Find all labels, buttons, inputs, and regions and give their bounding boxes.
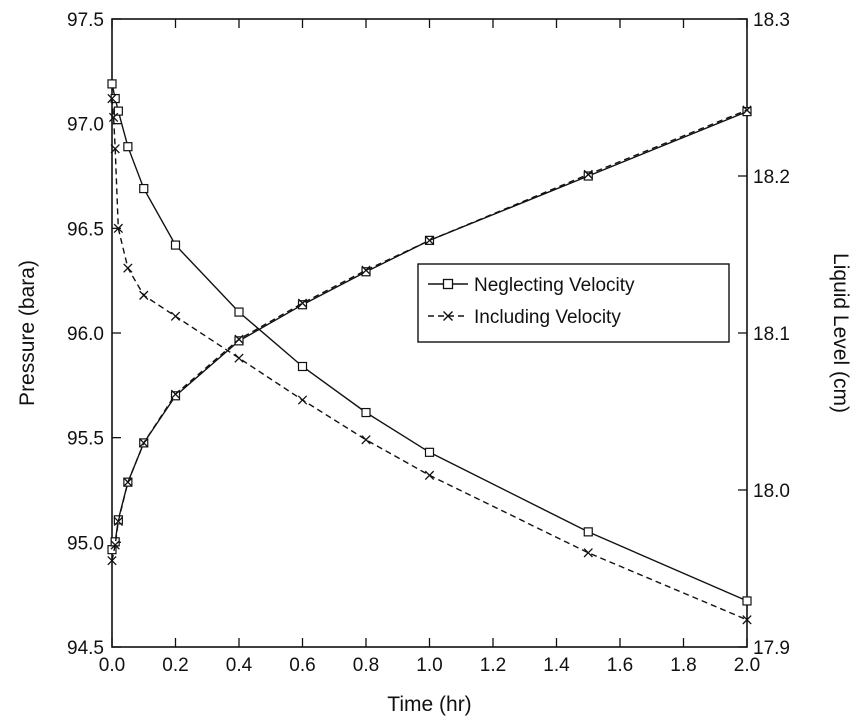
x-tick-label: 1.8	[670, 655, 696, 676]
data-point-x	[583, 548, 593, 558]
data-point-x	[424, 470, 435, 481]
data-point-square	[234, 336, 244, 346]
data-point-square	[297, 361, 308, 372]
y-left-tick-label: 97.5	[67, 10, 104, 31]
data-point-x	[107, 555, 117, 566]
y-left-tick-label: 97.0	[67, 115, 104, 136]
data-point-x	[361, 435, 371, 445]
data-point-square	[424, 447, 435, 457]
x-tick-label: 1.4	[543, 655, 570, 676]
y-left-tick-label: 96.0	[67, 324, 104, 345]
y-left-tick-label: 95.0	[67, 533, 104, 554]
data-point-square	[583, 527, 593, 537]
data-point-x	[234, 353, 244, 363]
y-right-tick-label: 18.3	[753, 10, 790, 31]
y-right-tick-label: 18.1	[753, 324, 790, 345]
data-point-square	[742, 596, 752, 606]
data-point-square	[123, 142, 133, 152]
series-layer	[107, 79, 752, 625]
data-point-x	[170, 389, 181, 399]
x-tick-label: 0.8	[353, 655, 379, 676]
y-left-tick-label: 96.5	[67, 219, 104, 240]
data-point-square	[742, 107, 752, 117]
data-point-x	[113, 516, 124, 527]
x-tick-label: 0.4	[226, 655, 253, 676]
series-line-3	[111, 109, 748, 561]
series-line-1	[111, 98, 748, 621]
data-point-x	[297, 395, 308, 405]
y-axis-title-left: Pressure (bara)	[16, 260, 39, 406]
data-point-square	[234, 307, 244, 317]
data-point-x	[123, 263, 133, 273]
legend: Neglecting Velocity Including Velocity	[417, 263, 730, 343]
x-tick-label: 2.0	[734, 655, 760, 676]
legend-marker-square	[442, 278, 454, 290]
x-tick-label: 1.2	[480, 655, 506, 676]
data-point-x	[123, 477, 133, 487]
x-tick-label: 1.0	[416, 655, 442, 676]
data-point-square	[583, 171, 593, 181]
legend-label-including: Including Velocity	[474, 307, 621, 328]
y-left-tick-label: 94.5	[67, 638, 104, 659]
legend-label-neglecting: Neglecting Velocity	[474, 275, 635, 296]
legend-box	[417, 263, 730, 343]
x-tick-label: 0.2	[162, 655, 188, 676]
data-point-square	[170, 391, 181, 401]
data-point-x	[170, 311, 181, 321]
data-point-x	[583, 169, 593, 180]
data-point-x	[107, 93, 117, 104]
y-right-tick-label: 18.0	[753, 481, 790, 502]
data-point-x	[297, 298, 308, 308]
ticks: 0.0 0.2 0.4 0.6 0.8 1.0 1.2 1.4 1.6 1.8 2.0 94.5 95.…	[67, 10, 790, 676]
data-point-x	[361, 265, 371, 275]
data-point-square	[107, 79, 117, 89]
data-point-x	[108, 112, 119, 123]
data-point-x	[742, 105, 752, 115]
data-point-square	[139, 183, 149, 194]
data-point-x	[742, 615, 752, 625]
data-point-square	[113, 106, 123, 116]
data-point-x	[110, 540, 120, 550]
x-axis-title: Time (hr)	[387, 693, 471, 716]
data-point-x	[139, 438, 149, 448]
y-right-tick-label: 18.2	[753, 167, 790, 188]
y-right-tick-label: 17.9	[753, 638, 790, 659]
data-point-x	[139, 290, 149, 300]
data-point-square	[361, 407, 371, 418]
y-axis-title-right: Liquid Level (cm)	[829, 253, 852, 413]
x-tick-label: 0.6	[289, 655, 315, 676]
x-tick-label: 0.0	[99, 655, 125, 676]
data-point-x	[234, 334, 244, 344]
data-point-square	[170, 240, 181, 250]
data-point-x	[424, 235, 435, 246]
x-tick-label: 1.6	[607, 655, 633, 676]
data-point-x	[110, 144, 120, 154]
y-left-tick-label: 95.5	[67, 429, 104, 450]
data-point-x	[113, 223, 124, 233]
legend-marker-x	[443, 311, 453, 321]
